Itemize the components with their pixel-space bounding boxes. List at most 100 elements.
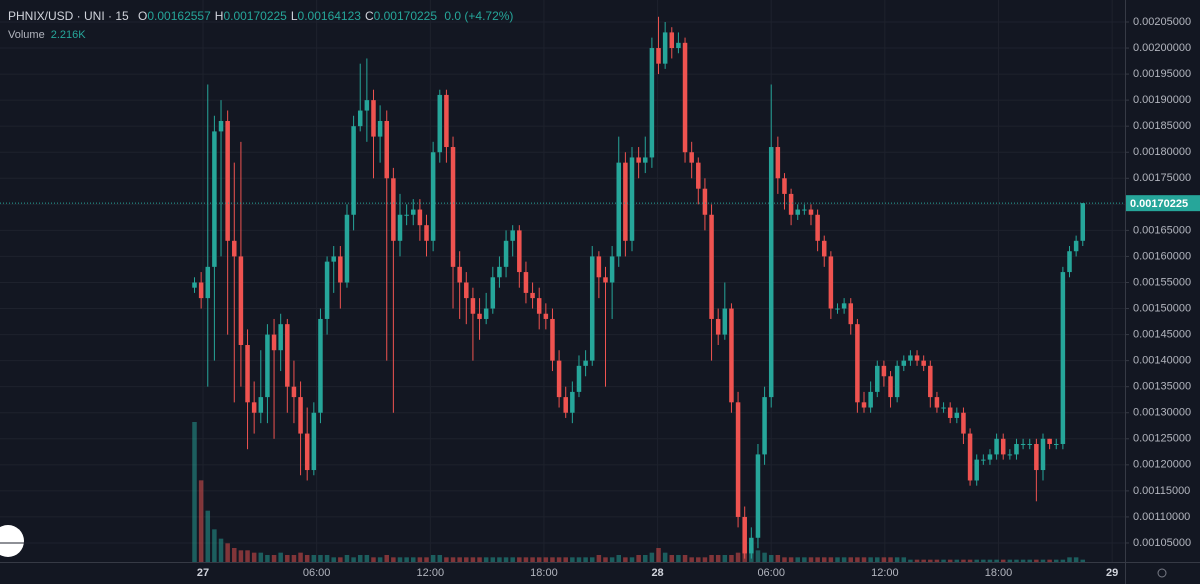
candle-body [643, 157, 648, 163]
candle-body [576, 365, 582, 392]
candle-body [616, 162, 622, 257]
volume-bar [271, 555, 277, 562]
volume-bar [649, 552, 655, 562]
volume-bar [338, 557, 343, 562]
candle-body [490, 277, 496, 309]
candle-body [828, 256, 834, 309]
candle-body [278, 324, 283, 351]
volume-bar [596, 555, 602, 562]
y-tick-label: 0.00155000 [1133, 276, 1191, 288]
candle-body [921, 360, 926, 366]
candle-body [391, 178, 396, 241]
candle-body [517, 230, 522, 273]
candle-body [901, 360, 907, 366]
volume-legend: Volume 2.216K [8, 29, 86, 41]
candle-body [324, 261, 330, 319]
volume-bar [198, 480, 204, 562]
volume-bar [550, 557, 555, 562]
volume-bar [795, 557, 800, 562]
volume-bar [483, 557, 489, 562]
candle-body [861, 402, 867, 408]
volume-bar [324, 555, 330, 562]
candle-body [457, 266, 462, 283]
candle-body [1060, 272, 1066, 444]
volume-bar [934, 559, 940, 562]
x-tick-label: 12:00 [871, 567, 899, 579]
volume-bar [768, 555, 774, 562]
candle-body [729, 308, 734, 403]
volume-bar [941, 559, 946, 562]
candle-body [411, 209, 416, 215]
candle-body [444, 94, 449, 148]
candle-body [1080, 203, 1086, 241]
volume-bar [523, 557, 529, 562]
volume-bar [881, 557, 887, 562]
x-tick-label: 18:00 [530, 567, 558, 579]
candle-body [928, 365, 933, 398]
candle-body [934, 397, 940, 408]
volume-bar [669, 555, 675, 562]
volume-bar [357, 555, 363, 562]
candle-body [251, 402, 257, 413]
symbol-title: PHNIX/USD · UNI · 15 [8, 9, 129, 23]
volume-bar [828, 557, 834, 562]
volume-bar [775, 555, 781, 562]
candle-body [596, 256, 602, 278]
volume-bar [424, 557, 429, 562]
candle-body [961, 412, 966, 434]
volume-bar [437, 555, 443, 562]
volume-bar [384, 555, 389, 562]
candle-body [205, 266, 211, 299]
change: 0.0 (+4.72%) [444, 9, 514, 23]
volume-bar [729, 555, 734, 562]
candle-body [682, 42, 688, 153]
volume-bar [1040, 559, 1046, 562]
y-tick-label: 0.00175000 [1133, 172, 1191, 184]
x-tick-label: 18:00 [985, 567, 1013, 579]
ohlc-label: H [214, 9, 224, 23]
volume-bar [868, 557, 873, 562]
candle-body [636, 157, 641, 163]
volume-bar [351, 557, 356, 562]
volume-bar [1034, 559, 1039, 562]
volume-bar [835, 557, 840, 562]
volume-bar [205, 510, 211, 562]
volume-bar [192, 422, 197, 562]
logo[interactable] [0, 525, 24, 557]
candle-body [1014, 443, 1019, 455]
candle-body [762, 397, 767, 455]
volume-bar [291, 555, 297, 562]
volume-bar [782, 557, 787, 562]
settings-icon[interactable] [1157, 568, 1167, 578]
volume-bar [576, 557, 582, 562]
y-tick-label: 0.00130000 [1133, 407, 1191, 419]
volume-bar [961, 559, 966, 562]
y-tick-label: 0.00195000 [1133, 68, 1191, 80]
candle-body [556, 360, 562, 398]
volume-bar [417, 557, 423, 562]
volume-bar [888, 557, 893, 562]
candle-body [563, 397, 568, 413]
candle-body [835, 308, 840, 310]
candle-body [212, 131, 217, 267]
legend-header: PHNIX/USD · UNI · 15 O0.00162557 H0.00170… [8, 9, 517, 23]
volume-bar [570, 557, 575, 562]
volume-bar [987, 559, 993, 562]
volume-bar [404, 557, 409, 562]
y-tick-label: 0.00140000 [1133, 355, 1191, 367]
candle-body [1047, 438, 1052, 444]
candle-body [583, 360, 588, 366]
ohlc-label: L [290, 9, 298, 23]
candle-body [868, 391, 873, 408]
candle-body [609, 256, 615, 283]
volume-bar [464, 557, 469, 562]
volume-bar [510, 557, 515, 562]
volume-bar [682, 555, 688, 562]
volume-bar [815, 557, 820, 562]
volume-bar [722, 555, 728, 562]
candle-body [715, 318, 721, 335]
volume-bar [1014, 559, 1019, 562]
volume-bar [331, 557, 336, 562]
volume-bar [762, 552, 767, 562]
